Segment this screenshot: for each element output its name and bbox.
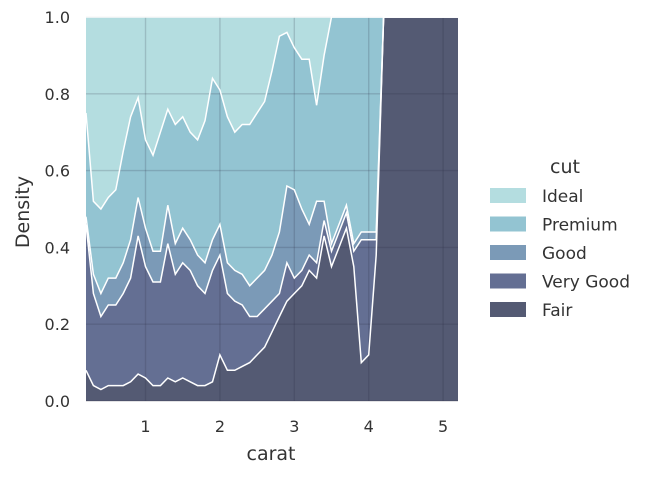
x-tick-label: 1: [140, 417, 150, 436]
area-premium: [86, 17, 458, 294]
legend-label: Premium: [542, 216, 618, 236]
legend-swatch-ideal: [490, 188, 526, 203]
boundary-good: [85, 16, 458, 296]
x-axis-ticks: 1 2 3 4 5: [140, 417, 448, 436]
area-ideal: [86, 17, 458, 209]
x-tick-label: 5: [438, 417, 448, 436]
y-tick-label: 0.4: [45, 238, 70, 257]
boundary-fair: [85, 16, 458, 391]
legend-label: Fair: [542, 301, 572, 321]
x-tick-label: 3: [289, 417, 299, 436]
y-tick-label: 0.6: [45, 162, 70, 181]
y-tick-label: 0.2: [45, 315, 70, 334]
x-tick-label: 4: [364, 417, 374, 436]
y-tick-label: 0.0: [45, 392, 70, 411]
legend-label: Good: [542, 244, 587, 264]
area-fair: [86, 17, 458, 401]
boundary-very-good: [85, 16, 458, 319]
legend-swatch-good: [490, 245, 526, 260]
area-very-good: [86, 17, 458, 390]
legend-title: cut: [550, 156, 580, 178]
legend-swatch-very-good: [490, 273, 526, 289]
y-tick-label: 0.8: [45, 85, 70, 104]
y-axis-ticks: 0.0 0.2 0.4 0.6 0.8 1.0: [45, 8, 70, 411]
legend-label: Ideal: [542, 187, 583, 207]
y-axis-label: Density: [12, 176, 34, 248]
legend-label: Very Good: [542, 273, 630, 293]
y-tick-label: 1.0: [45, 8, 70, 27]
plot-area: [85, 16, 458, 402]
legend: cut Ideal Premium Good Very Good Fair: [490, 156, 630, 321]
x-axis-label: carat: [247, 443, 296, 465]
legend-swatch-premium: [490, 216, 526, 232]
area-good: [86, 17, 458, 317]
x-tick-label: 2: [215, 417, 225, 436]
legend-swatch-fair: [490, 302, 526, 317]
